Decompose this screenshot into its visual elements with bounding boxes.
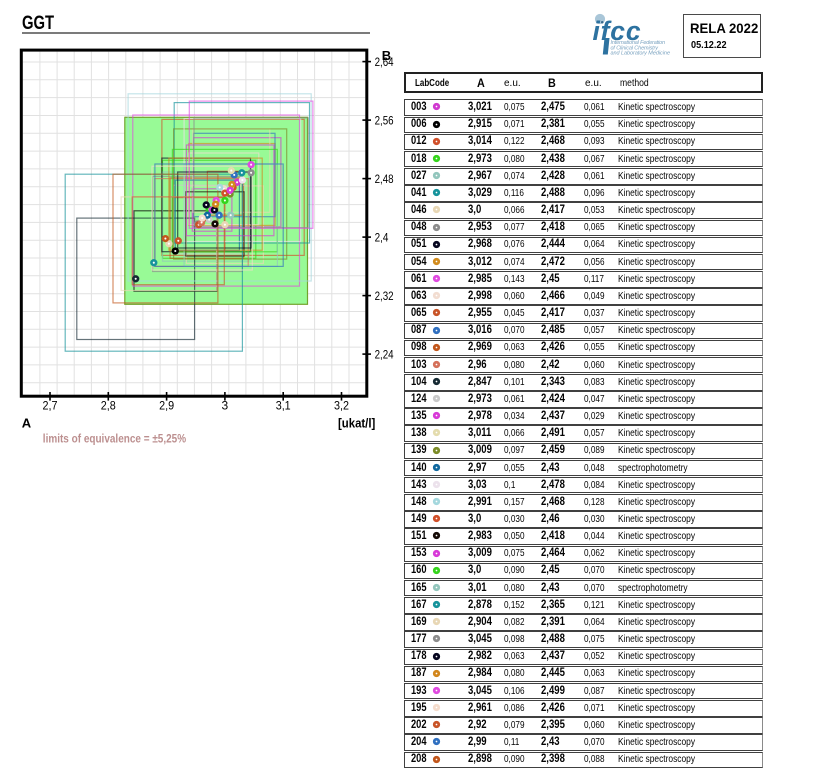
svg-text:and Laboratory Medicine: and Laboratory Medicine <box>611 50 671 56</box>
svg-text:2,4: 2,4 <box>375 230 389 244</box>
svg-text:2,64: 2,64 <box>375 55 394 69</box>
svg-text:2,32: 2,32 <box>375 289 394 303</box>
svg-text:2,24: 2,24 <box>375 347 394 361</box>
svg-text:ifcc: ifcc <box>593 16 642 46</box>
svg-text:2,56: 2,56 <box>375 113 394 127</box>
svg-text:limits of equivalence = ±5,25%: limits of equivalence = ±5,25% <box>43 433 186 445</box>
svg-text:of Clinical Chemistry: of Clinical Chemistry <box>611 45 660 51</box>
svg-text:2,9: 2,9 <box>159 399 174 413</box>
svg-text:A: A <box>22 415 32 430</box>
svg-text:[ukat/l]: [ukat/l] <box>338 415 375 430</box>
svg-text:B: B <box>382 48 391 63</box>
svg-text:2,8: 2,8 <box>101 399 116 413</box>
svg-text:3: 3 <box>222 399 229 413</box>
svg-text:2,7: 2,7 <box>43 399 58 413</box>
svg-text:2,48: 2,48 <box>375 172 394 186</box>
svg-text:International Federation: International Federation <box>611 40 666 46</box>
svg-text:3,1: 3,1 <box>276 399 291 413</box>
svg-text:3,2: 3,2 <box>334 399 349 413</box>
